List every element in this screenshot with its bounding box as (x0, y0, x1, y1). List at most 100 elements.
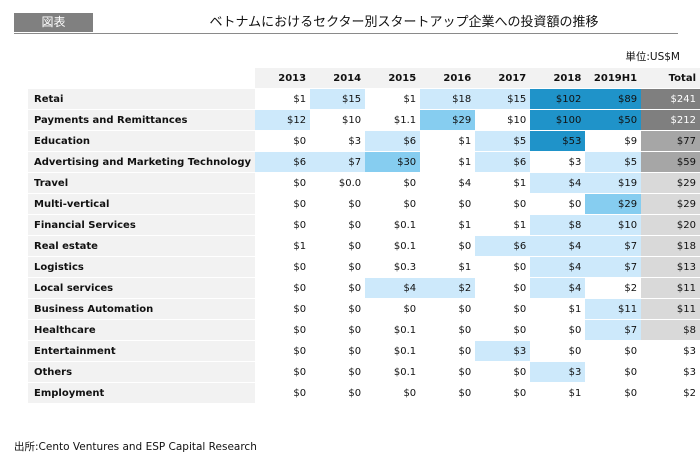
value-cell: $53 (530, 131, 586, 151)
value-cell: $30 (365, 152, 421, 172)
header-row: 2013 2014 2015 2016 2017 2018 2019H1 Tot… (28, 68, 700, 88)
value-cell: $0 (348, 198, 362, 210)
value-cell: $0 (624, 366, 638, 378)
column-header: 2014 (310, 68, 366, 88)
value-cell: $0 (513, 261, 527, 273)
value-cell: $4 (530, 278, 586, 298)
value-cell: $2 (420, 278, 476, 298)
sector-label: Payments and Remittances (28, 110, 256, 130)
value-cell: $0 (403, 303, 417, 315)
value-cell: $6 (255, 152, 311, 172)
value-cell: $0 (403, 387, 417, 399)
table-row: Healthcare $0 $0 $0.1 $0 $0 $0 $7 $8 (28, 320, 700, 340)
total-cell: $212 (641, 110, 700, 130)
value-cell: $0 (458, 198, 472, 210)
value-cell: $0 (458, 345, 472, 357)
value-cell: $18 (420, 89, 476, 109)
value-cell: $3 (568, 156, 582, 168)
column-header: 2018 (530, 68, 586, 88)
value-cell: $0.1 (393, 324, 417, 336)
sector-label: Entertainment (28, 341, 256, 361)
sector-label: Multi-vertical (28, 194, 256, 214)
source-note: 出所:Cento Ventures and ESP Capital Resear… (14, 441, 257, 453)
total-cell: $18 (641, 236, 700, 256)
value-cell: $0.1 (393, 240, 417, 252)
value-cell: $0 (293, 345, 307, 357)
value-cell: $7 (585, 236, 642, 256)
value-cell: $0 (293, 198, 307, 210)
value-cell: $6 (475, 152, 531, 172)
value-cell: $89 (585, 89, 642, 109)
value-cell: $0 (293, 324, 307, 336)
value-cell: $0 (293, 366, 307, 378)
value-cell: $0 (348, 387, 362, 399)
value-cell: $0 (458, 324, 472, 336)
figure-title: ベトナムにおけるセクター別スタートアップ企業への投資額の推移 (209, 15, 599, 30)
table-body: Retai $1 $15 $1 $18 $15 $102 $89 $241 Payments an… (28, 89, 700, 403)
value-cell: $0 (513, 324, 527, 336)
value-cell: $11 (585, 299, 642, 319)
table-row: Retai $1 $15 $1 $18 $15 $102 $89 $241 (28, 89, 700, 109)
total-cell: $3 (683, 366, 696, 378)
total-cell: $8 (641, 320, 700, 340)
sector-label: Education (28, 131, 256, 151)
value-cell: $4 (530, 236, 586, 256)
total-cell: $11 (641, 299, 700, 319)
value-cell: $0 (568, 324, 582, 336)
value-cell: $1 (458, 156, 472, 168)
value-cell: $15 (475, 89, 531, 109)
table-row: Travel $0 $0.0 $0 $4 $1 $4 $19 $29 (28, 173, 700, 193)
header-corner (28, 68, 255, 88)
value-cell: $0 (293, 177, 307, 189)
value-cell: $7 (585, 320, 642, 340)
table-row: Business Automation $0 $0 $0 $0 $0 $1 $11 $11 (28, 299, 700, 319)
value-cell: $1 (513, 219, 527, 231)
total-cell: $59 (641, 152, 700, 172)
value-cell: $0 (348, 219, 362, 231)
value-cell: $1 (458, 261, 472, 273)
value-cell: $0 (293, 135, 307, 147)
value-cell: $19 (585, 173, 642, 193)
value-cell: $0 (568, 198, 582, 210)
total-cell: $29 (641, 194, 700, 214)
value-cell: $4 (530, 257, 586, 277)
value-cell: $0 (348, 345, 362, 357)
value-cell: $7 (585, 257, 642, 277)
sector-label: Employment (28, 383, 256, 403)
total-cell: $2 (683, 387, 696, 399)
value-cell: $0 (568, 345, 582, 357)
value-cell: $0 (513, 282, 527, 294)
total-cell: $11 (641, 278, 700, 298)
sector-label: Logistics (28, 257, 256, 277)
value-cell: $3 (475, 341, 531, 361)
total-cell: $20 (641, 215, 700, 235)
value-cell: $0 (513, 303, 527, 315)
value-cell: $0 (293, 387, 307, 399)
value-cell: $1 (293, 240, 307, 252)
value-cell: $2 (624, 282, 638, 294)
value-cell: $0 (513, 366, 527, 378)
sector-label: Others (28, 362, 256, 382)
value-cell: $5 (585, 152, 642, 172)
investment-table: 2013 2014 2015 2016 2017 2018 2019H1 Tot… (28, 67, 700, 404)
sector-label: Travel (28, 173, 256, 193)
sector-label: Real estate (28, 236, 256, 256)
table-row: Education $0 $3 $6 $1 $5 $53 $9 $77 (28, 131, 700, 151)
value-cell: $1 (568, 303, 582, 315)
value-cell: $0 (348, 324, 362, 336)
value-cell: $10 (507, 114, 527, 126)
value-cell: $0 (458, 303, 472, 315)
table-row: Entertainment $0 $0 $0.1 $0 $3 $0 $0 $3 (28, 341, 700, 361)
table-row: Employment $0 $0 $0 $0 $0 $1 $0 $2 (28, 383, 700, 403)
value-cell: $0.3 (393, 261, 417, 273)
value-cell: $50 (585, 110, 642, 130)
value-cell: $0 (624, 387, 638, 399)
value-cell: $0 (348, 240, 362, 252)
value-cell: $0 (348, 261, 362, 273)
table-row: Real estate $1 $0 $0.1 $0 $6 $4 $7 $18 (28, 236, 700, 256)
value-cell: $4 (458, 177, 472, 189)
value-cell: $0 (624, 345, 638, 357)
sector-label: Healthcare (28, 320, 256, 340)
value-cell: $0 (293, 282, 307, 294)
sector-label: Business Automation (28, 299, 256, 319)
